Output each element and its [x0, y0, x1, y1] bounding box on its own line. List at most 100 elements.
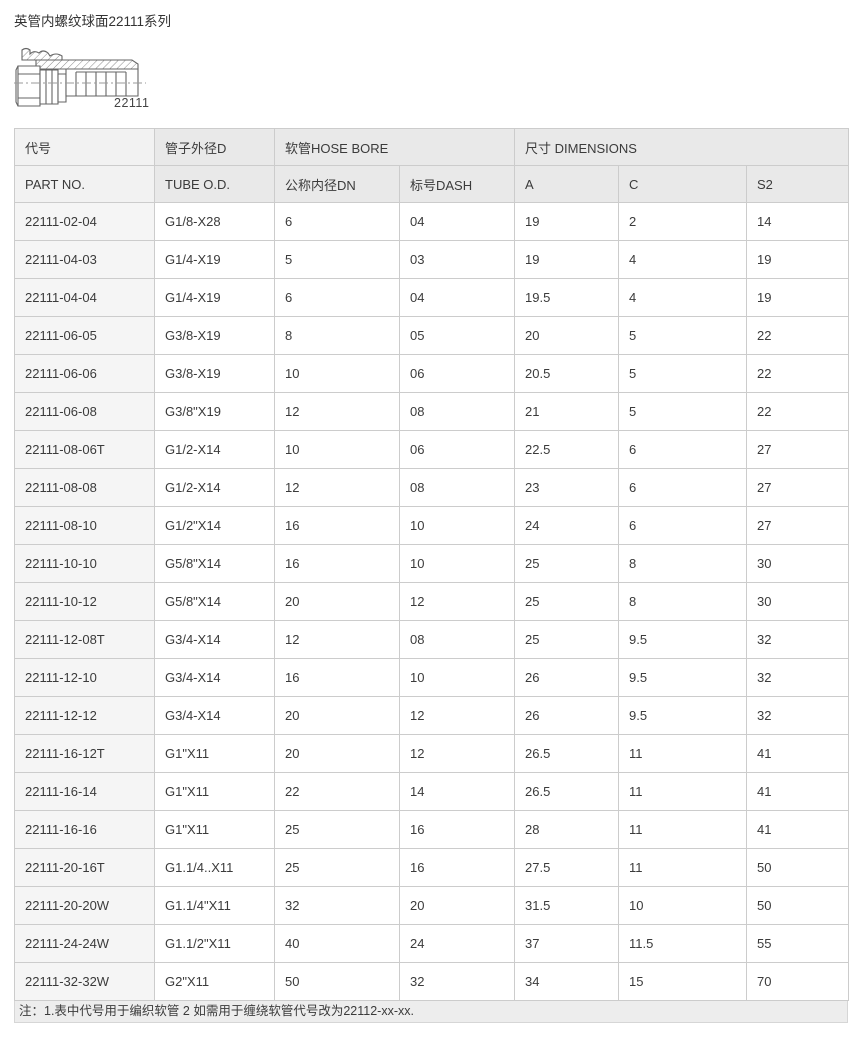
table-cell: 22111-08-06T — [14, 430, 155, 469]
table-cell: 22111-10-10 — [14, 544, 155, 583]
table-cell: 23 — [514, 468, 620, 507]
table-cell: 4 — [618, 240, 748, 279]
table-cell: G3/8-X19 — [154, 316, 275, 355]
table-cell: 20 — [398, 886, 516, 925]
table-cell: 5 — [618, 392, 748, 431]
header-part-no-cn: 代号 — [14, 128, 155, 166]
table-cell: 32 — [746, 620, 850, 659]
table-row: 22111-32-32W G2"X11 50 32 34 15 70 — [14, 962, 850, 1001]
table-cell: 19 — [514, 202, 620, 241]
table-cell: 22111-10-12 — [14, 582, 155, 621]
table-cell: 19 — [746, 240, 850, 279]
table-cell: 16 — [274, 544, 400, 583]
table-cell: 04 — [398, 278, 516, 317]
table-cell: 22111-12-10 — [14, 658, 155, 697]
table-cell: G1.1/4..X11 — [154, 848, 275, 887]
header-dn: 公称内径DN — [274, 165, 400, 203]
table-cell: 24 — [398, 924, 516, 963]
table-cell: G1/2"X14 — [154, 506, 275, 545]
table-cell: 19.5 — [514, 278, 620, 317]
table-cell: 26 — [514, 658, 620, 697]
table-row: 22111-16-16 G1"X11 25 16 28 11 41 — [14, 810, 850, 849]
table-row: 22111-02-04 G1/8-X28 6 04 19 2 14 — [14, 202, 850, 241]
table-row: 22111-08-08 G1/2-X14 12 08 23 6 27 — [14, 468, 850, 507]
table-row: 22111-10-10 G5/8"X14 16 10 25 8 30 — [14, 544, 850, 583]
table-cell: 22.5 — [514, 430, 620, 469]
page-title: 英管内螺纹球面22111系列 — [14, 14, 172, 29]
table-cell: G3/4-X14 — [154, 696, 275, 735]
table-cell: 22 — [746, 354, 850, 393]
table-cell: 10 — [398, 506, 516, 545]
table-cell: 12 — [398, 734, 516, 773]
table-cell: 22111-16-16 — [14, 810, 155, 849]
table-cell: 19 — [514, 240, 620, 279]
table-cell: 22111-08-10 — [14, 506, 155, 545]
table-cell: 25 — [514, 620, 620, 659]
header-dimensions: 尺寸 DIMENSIONS — [514, 128, 850, 166]
table-cell: 55 — [746, 924, 850, 963]
table-cell: 12 — [398, 582, 516, 621]
table-cell: 10 — [274, 354, 400, 393]
table-cell: 22111-20-20W — [14, 886, 155, 925]
header-c: C — [618, 165, 748, 203]
table-cell: 30 — [746, 544, 850, 583]
table-row: 22111-08-10 G1/2"X14 16 10 24 6 27 — [14, 506, 850, 545]
table-cell: G1/2-X14 — [154, 430, 275, 469]
table-cell: 22111-16-12T — [14, 734, 155, 773]
table-cell: 41 — [746, 772, 850, 811]
table-cell: 25 — [514, 544, 620, 583]
table-cell: 22111-32-32W — [14, 962, 155, 1001]
table-cell: 8 — [274, 316, 400, 355]
table-cell: 20 — [274, 734, 400, 773]
table-row: 22111-16-12T G1"X11 20 12 26.5 11 41 — [14, 734, 850, 773]
table-cell: 31.5 — [514, 886, 620, 925]
header-row-cn: 代号 管子外径D 软管HOSE BORE 尺寸 DIMENSIONS — [14, 128, 850, 166]
table-cell: 50 — [746, 848, 850, 887]
table-cell: 04 — [398, 202, 516, 241]
table-cell: 16 — [274, 506, 400, 545]
table-cell: 20 — [274, 696, 400, 735]
table-row: 22111-04-03 G1/4-X19 5 03 19 4 19 — [14, 240, 850, 279]
table-cell: G1"X11 — [154, 734, 275, 773]
table-cell: G1/4-X19 — [154, 240, 275, 279]
table-cell: 06 — [398, 354, 516, 393]
table-cell: 05 — [398, 316, 516, 355]
table-cell: 08 — [398, 468, 516, 507]
table-cell: 22 — [746, 316, 850, 355]
table-cell: 12 — [274, 620, 400, 659]
table-cell: 25 — [514, 582, 620, 621]
table-cell: 19 — [746, 278, 850, 317]
table-cell: 6 — [274, 202, 400, 241]
table-cell: 37 — [514, 924, 620, 963]
table-note: 注：1.表中代号用于编织软管 2 如需用于缠绕软管代号改为22112-xx-xx… — [14, 1001, 848, 1023]
table-cell: 8 — [618, 544, 748, 583]
table-cell: 10 — [398, 544, 516, 583]
table-cell: 32 — [274, 886, 400, 925]
table-cell: 2 — [618, 202, 748, 241]
table-cell: 4 — [618, 278, 748, 317]
table-row: 22111-12-12 G3/4-X14 20 12 26 9.5 32 — [14, 696, 850, 735]
table-row: 22111-06-05 G3/8-X19 8 05 20 5 22 — [14, 316, 850, 355]
table-cell: 41 — [746, 734, 850, 773]
header-hose-bore: 软管HOSE BORE — [273, 128, 516, 166]
table-cell: 30 — [746, 582, 850, 621]
table-cell: G1.1/2"X11 — [154, 924, 275, 963]
table-cell: 9.5 — [618, 658, 748, 697]
table-cell: 22111-20-16T — [14, 848, 155, 887]
table-cell: G1.1/4"X11 — [154, 886, 275, 925]
fitting-figure: 22111 — [14, 44, 164, 116]
table-row: 22111-12-10 G3/4-X14 16 10 26 9.5 32 — [14, 658, 850, 697]
table-cell: 11.5 — [618, 924, 748, 963]
table-cell: 10 — [398, 658, 516, 697]
table-cell: 11 — [618, 848, 748, 887]
table-cell: 20 — [514, 316, 620, 355]
spec-table-body: 22111-02-04 G1/8-X28 6 04 19 2 14 22111-04-03 G1… — [14, 202, 850, 1001]
header-s2: S2 — [746, 165, 850, 203]
table-row: 22111-20-16T G1.1/4..X11 25 16 27.5 11 50 — [14, 848, 850, 887]
table-row: 22111-06-08 G3/8"X19 12 08 21 5 22 — [14, 392, 850, 431]
table-cell: 11 — [618, 810, 748, 849]
table-cell: G1/4-X19 — [154, 278, 275, 317]
table-cell: 6 — [618, 506, 748, 545]
table-cell: 6 — [274, 278, 400, 317]
table-cell: G1/8-X28 — [154, 202, 275, 241]
